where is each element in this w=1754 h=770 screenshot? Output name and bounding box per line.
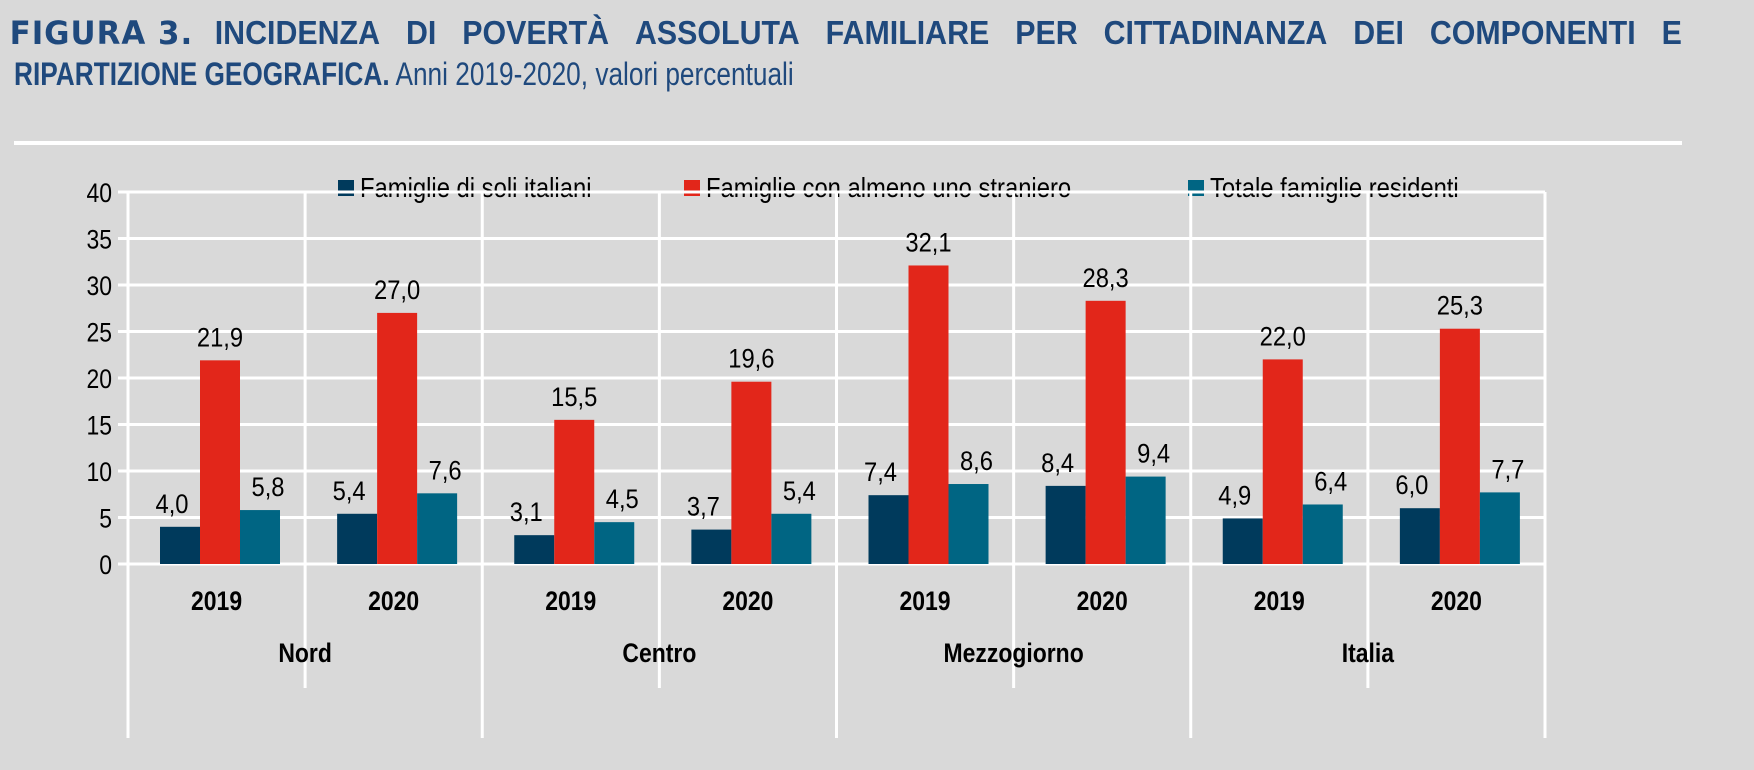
bar-totale [240,510,280,564]
bar-totale [1479,492,1520,564]
bar-italiani [1045,485,1086,564]
y-tick-label: 20 [86,364,112,394]
bar-stranieri [377,312,418,564]
x-category-label: 2019 [191,586,242,616]
bar-italiani [160,526,200,564]
bar-totale [771,513,812,564]
legend-label: Famiglie di soli italiani [360,172,592,203]
data-label: 3,7 [687,492,720,522]
title-line-1: FIGURA 3. INCIDENZA DI POVERTÀ ASSOLUTA … [10,14,1682,52]
title-word: POVERTÀ [462,14,610,51]
bar-totale [1302,504,1343,564]
data-label: 8,6 [960,447,993,477]
y-tick-label: 5 [99,504,112,534]
x-category-label: 2019 [900,586,951,616]
data-label: 21,9 [197,323,243,353]
bar-stranieri [1439,328,1480,564]
x-group-label: Nord [278,638,332,668]
bar-italiani [514,535,555,564]
data-label: 5,4 [333,476,366,506]
bar-italiani [691,529,732,564]
bar-stranieri [731,381,772,564]
bar-stranieri [908,265,949,564]
title-divider [14,141,1682,145]
gridlines [118,190,1547,738]
data-label: 27,0 [374,276,420,306]
bar-italiani [868,495,909,564]
bar-italiani [337,513,378,564]
x-category-label: 2019 [1254,586,1305,616]
title-word: ASSOLUTA [635,14,800,51]
data-label: 7,7 [1491,455,1524,485]
axes: 0 5 10 15 20 25 30 35 40 2019 2020 2019 2020 2019 2020… [86,178,1481,668]
data-label: 7,6 [429,456,462,486]
title-word: PER [1015,14,1078,51]
y-tick-label: 35 [86,225,112,255]
title-word: E [1661,14,1682,51]
y-tick-label: 0 [99,550,112,580]
bar-italiani [1222,518,1263,564]
data-label: 4,5 [606,485,639,515]
title-word: DI [405,14,437,51]
y-tick-label: 40 [86,178,112,208]
bar-stranieri [554,419,595,564]
data-label: 3,1 [510,498,543,528]
bar-italiani [1399,508,1440,564]
data-label: 22,0 [1260,322,1306,352]
data-labels: 4,0 5,4 3,1 3,7 7,4 8,4 4,9 6,0 21,9 27,0 15,5 19,6… [155,228,1524,527]
title-line-2: RIPARTIZIONE GEOGRAFICA. Anni 2019-2020,… [14,56,1382,93]
bar-totale [417,493,458,564]
data-label: 5,4 [783,476,816,506]
y-tick-label: 25 [86,318,112,348]
bar-totale [594,522,635,564]
bars [160,265,1520,564]
bar-stranieri [1085,300,1126,564]
figure-title: FIGURA 3. INCIDENZA DI POVERTÀ ASSOLUTA … [10,14,1682,93]
bar-stranieri [1262,359,1303,564]
figure-label: FIGURA 3. [9,14,194,52]
legend-label: Totale famiglie residenti [1209,172,1459,203]
x-group-label: Italia [1342,638,1395,668]
data-label: 19,6 [728,344,774,374]
legend-label: Famiglie con almeno uno straniero [706,172,1072,203]
data-label: 32,1 [905,228,951,258]
x-category-label: 2020 [1077,586,1128,616]
x-group-label: Mezzogiorno [944,638,1084,668]
title-word: FAMILIARE [825,14,990,51]
title-word: CITTADINANZA [1103,14,1328,51]
data-label: 8,4 [1041,449,1074,479]
y-tick-label: 30 [86,271,112,301]
data-label: 6,0 [1395,471,1428,501]
x-category-label: 2019 [545,586,596,616]
data-label: 4,0 [155,489,188,519]
bar-totale [948,484,989,564]
data-label: 15,5 [551,382,597,412]
data-label: 7,4 [864,458,897,488]
y-tick-label: 15 [86,411,112,441]
data-label: 25,3 [1437,291,1483,321]
legend-item-stranieri: Famiglie con almeno uno straniero [684,172,1136,204]
title-bold-part: RIPARTIZIONE GEOGRAFICA. [14,56,390,92]
legend-item-italiani: Famiglie di soli italiani [338,172,632,204]
data-label: 5,8 [251,473,284,503]
title-word: DEI [1353,14,1404,51]
title-word: INCIDENZA [214,14,381,51]
title-subtitle: Anni 2019-2020, valori percentuali [395,56,794,92]
x-category-label: 2020 [368,586,419,616]
bar-stranieri [200,360,240,564]
y-tick-label: 10 [86,457,112,487]
bar-totale [1125,476,1166,564]
title-word: COMPONENTI [1429,14,1636,51]
legend-item-totale: Totale famiglie residenti [1187,172,1503,204]
data-label: 9,4 [1137,439,1170,469]
x-category-label: 2020 [1431,586,1482,616]
chart-legend: Famiglie di soli italiani Famiglie con a… [338,172,1555,204]
x-category-label: 2020 [722,586,773,616]
data-label: 4,9 [1218,481,1251,511]
x-group-label: Centro [622,638,696,668]
data-label: 6,4 [1314,467,1347,497]
data-label: 28,3 [1083,263,1129,293]
